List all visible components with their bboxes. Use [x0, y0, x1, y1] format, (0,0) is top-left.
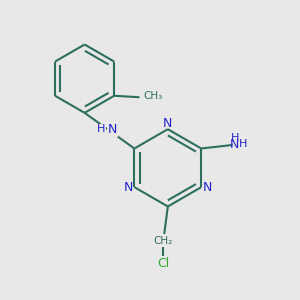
Text: CH₃: CH₃	[143, 92, 162, 101]
Text: H: H	[239, 139, 247, 149]
Text: N: N	[229, 138, 239, 151]
Text: N: N	[202, 181, 212, 194]
Text: H: H	[97, 124, 105, 134]
Text: N: N	[163, 117, 172, 130]
Text: CH₂: CH₂	[154, 236, 173, 246]
Text: Cl: Cl	[157, 257, 170, 270]
Text: N: N	[108, 123, 117, 136]
Text: N: N	[124, 181, 133, 194]
Text: H: H	[231, 133, 239, 142]
